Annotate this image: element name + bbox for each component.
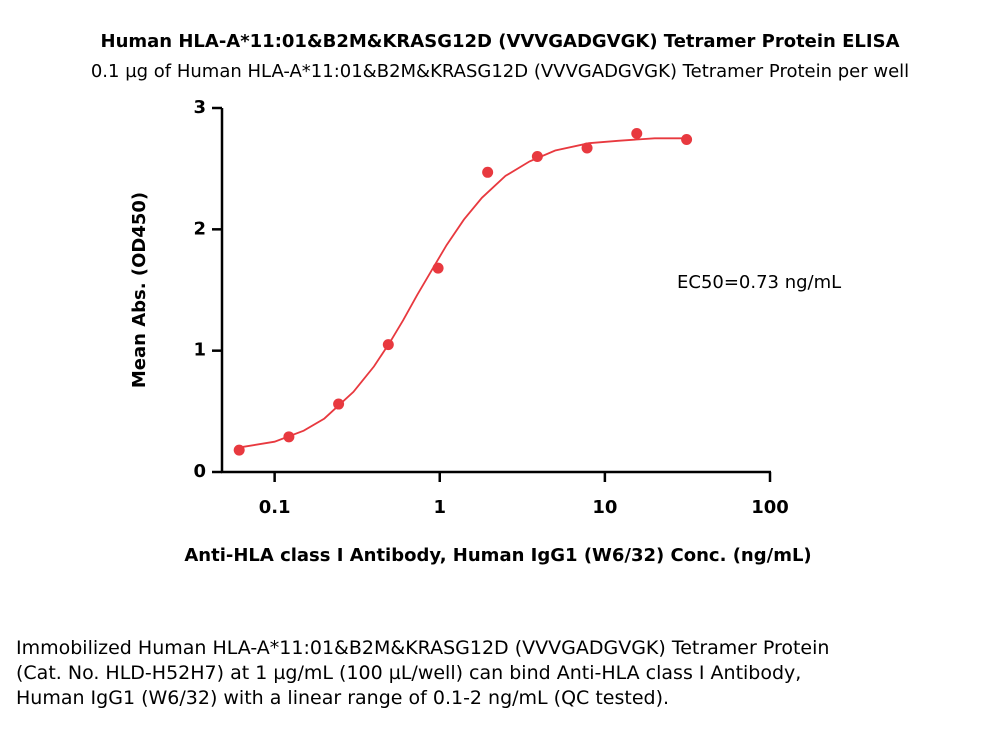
x-axis-label: Anti-HLA class I Antibody, Human IgG1 (W…: [184, 545, 811, 566]
chart: Human HLA-A*11:01&B2M&KRASG12D (VVVGADGV…: [91, 31, 909, 566]
data-point: [432, 262, 444, 274]
data-point: [233, 444, 245, 456]
data-point: [482, 166, 494, 178]
data-point: [333, 398, 345, 410]
data-point: [531, 151, 543, 163]
x-tick-label: 10: [592, 497, 617, 518]
fit-curve: [237, 137, 687, 449]
data-point: [283, 431, 295, 443]
chart-subtitle: 0.1 µg of Human HLA-A*11:01&B2M&KRASG12D…: [91, 61, 909, 82]
y-tick-label: 0: [193, 461, 206, 482]
data-point: [631, 127, 643, 139]
data-point: [382, 339, 394, 351]
y-tick-label: 3: [193, 97, 206, 118]
caption: Immobilized Human HLA-A*11:01&B2M&KRASG1…: [16, 637, 830, 709]
chart-title: Human HLA-A*11:01&B2M&KRASG12D (VVVGADGV…: [101, 31, 900, 52]
y-axis-label: Mean Abs. (OD450): [129, 192, 150, 388]
x-tick-label: 0.1: [259, 497, 291, 518]
y-tick-label: 2: [193, 218, 206, 239]
data-point: [681, 134, 693, 146]
data-point: [581, 142, 593, 154]
annotation: EC50=0.73 ng/mL: [677, 272, 841, 293]
x-tick-label: 100: [751, 497, 789, 518]
x-tick-label: 1: [433, 497, 446, 518]
y-tick-label: 1: [193, 340, 206, 361]
